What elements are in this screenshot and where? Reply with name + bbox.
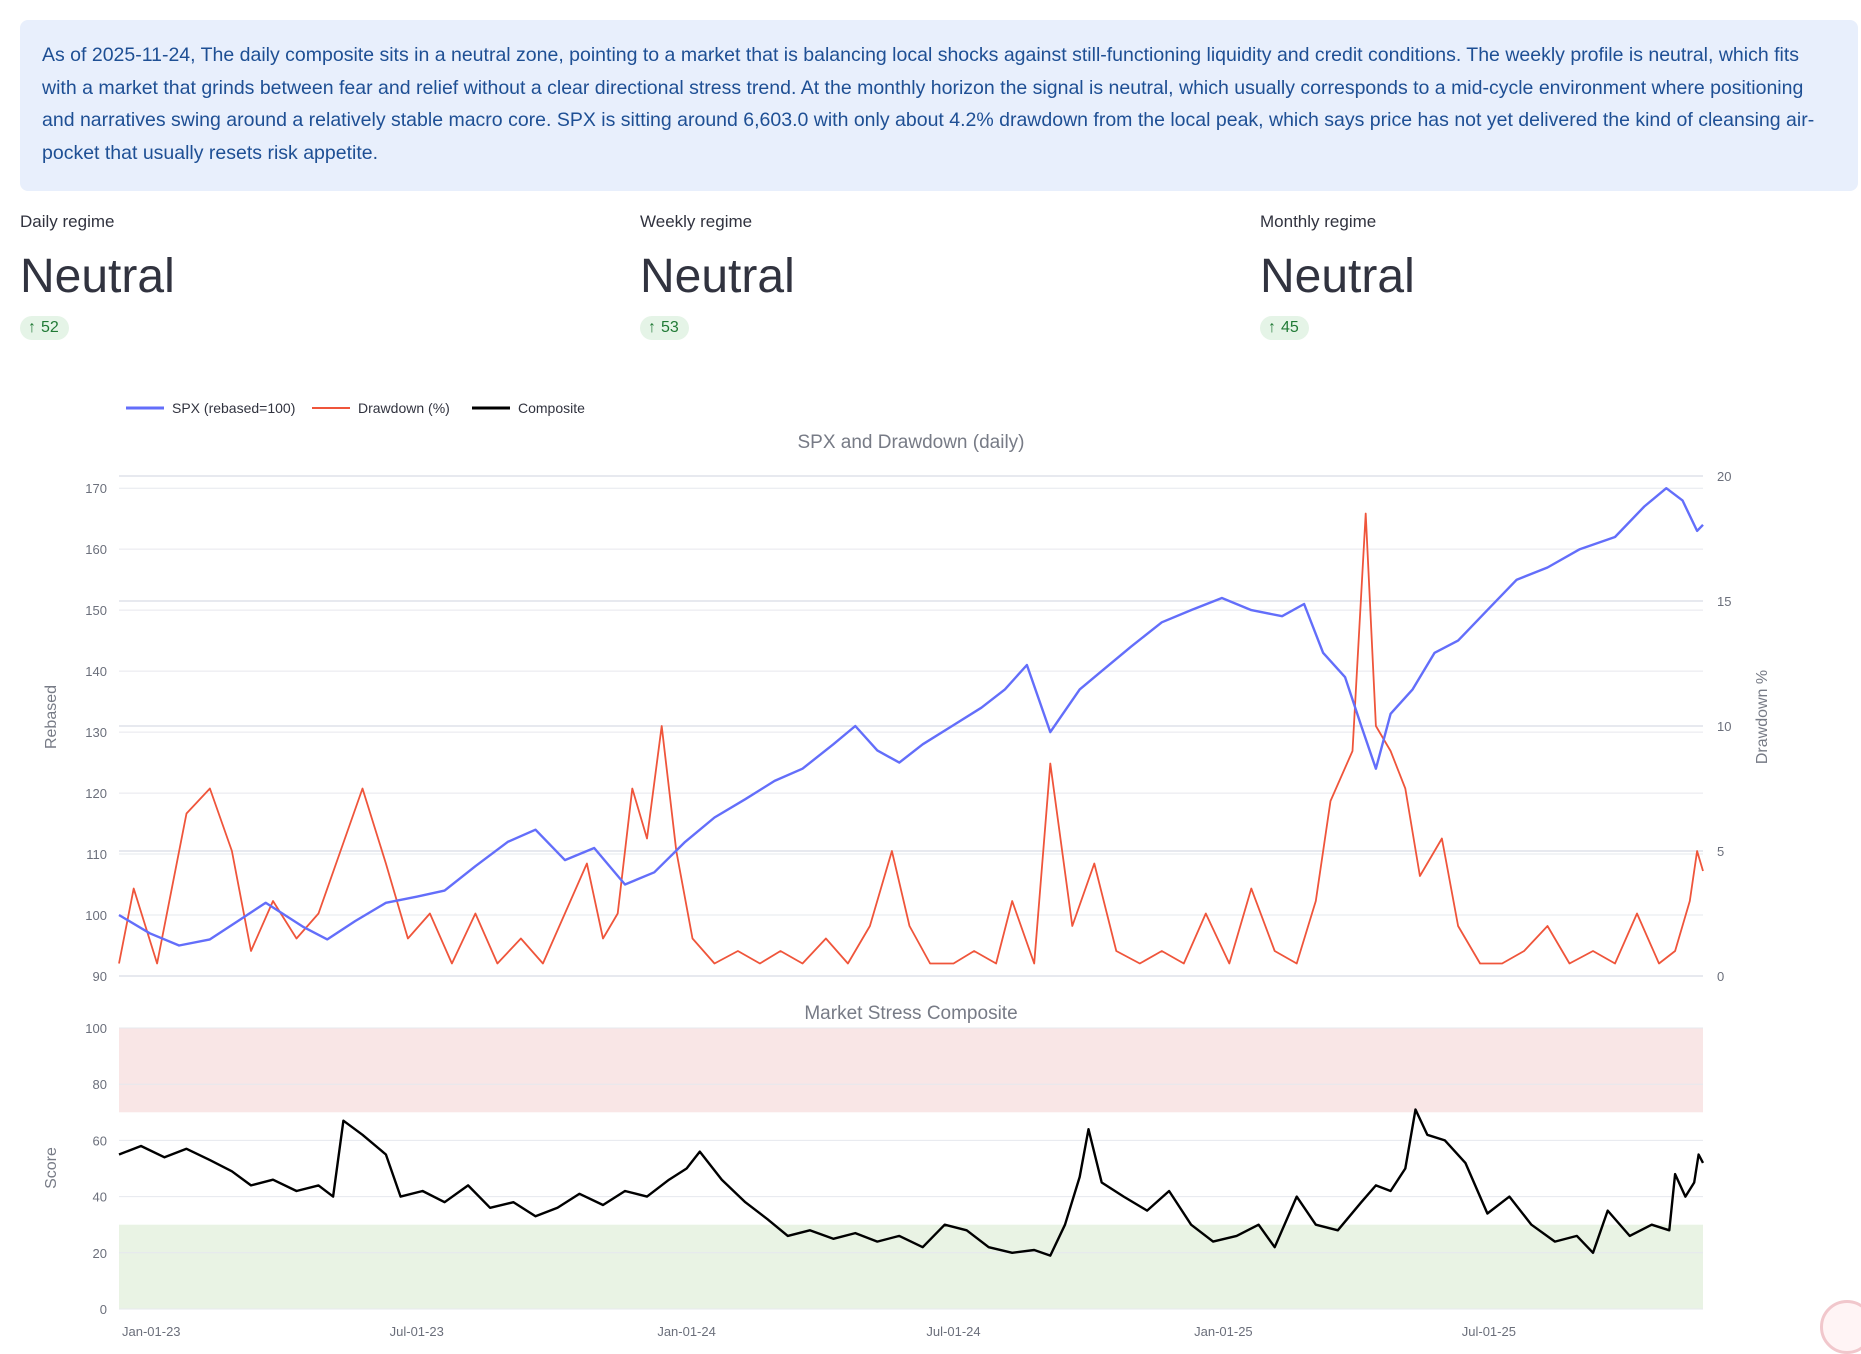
threshold-band [119,1028,1703,1113]
legend-item-spx[interactable]: SPX (rebased=100) [126,400,295,416]
y-tick-label: 110 [86,847,107,862]
top-chart-gridlines [119,475,1703,977]
x-tick-label: Jul-01-25 [1462,1324,1516,1339]
x-tick-label: Jan-01-23 [122,1324,181,1339]
legend-item-drawdown[interactable]: Drawdown (%) [312,400,450,416]
y-tick-label: 160 [85,542,107,557]
y-tick-label: 0 [100,1302,107,1317]
metric-monthly-regime: Monthly regime Neutral ↑ 45 [1260,212,1860,340]
chart-legend[interactable]: SPX (rebased=100) Drawdown (%) Composite [126,400,585,416]
metric-value: Neutral [20,250,175,303]
bottom-chart-title: Market Stress Composite [804,1003,1017,1024]
metric-value: Neutral [1260,250,1415,303]
y-tick-label: 60 [93,1133,107,1148]
bottom-chart-axis-title: Score [43,1147,60,1189]
arrow-up-icon: ↑ [28,319,36,336]
metric-delta-badge: ↑ 53 [640,316,689,340]
y-tick-label: 150 [85,603,107,618]
top-chart-left-axis-ticks: 90 100 110 120 130 140 150 160 170 [85,481,107,984]
metric-delta-value: 52 [41,319,59,336]
y-tick-label: 140 [85,664,107,679]
summary-text: As of 2025-11-24, The daily composite si… [42,44,1815,164]
y-tick-label: 120 [85,786,107,801]
metric-daily-regime: Daily regime Neutral ↑ 52 [20,212,620,340]
y-tick-label: 20 [93,1246,107,1261]
top-chart-right-axis-title: Drawdown % [1754,670,1771,764]
y-tick-label: 40 [93,1190,107,1205]
series-line-composite[interactable] [118,1108,1705,1257]
top-chart-title: SPX and Drawdown (daily) [797,432,1024,453]
y-tick-label: 130 [85,725,107,740]
y2-tick-label: 10 [1717,719,1731,734]
y-tick-label: 170 [85,481,107,496]
bottom-chart-series[interactable] [118,1108,1705,1257]
x-tick-label: Jan-01-24 [657,1324,716,1339]
metric-value: Neutral [640,250,795,303]
y-tick-label: 100 [85,1021,107,1036]
x-axis-ticks: Jan-01-23 Jul-01-23 Jan-01-24 Jul-01-24 Jan-… [122,1324,1516,1339]
top-chart-series[interactable] [118,487,1704,965]
bottom-chart-axis-ticks: 0 20 40 60 80 100 [85,1021,107,1317]
top-chart-right-axis-ticks: 0 5 10 15 20 [1717,469,1731,984]
y2-tick-label: 20 [1717,469,1731,484]
metric-label: Daily regime [20,212,115,231]
metric-delta-value: 45 [1281,319,1299,336]
series-line-spx[interactable] [118,487,1704,947]
y2-tick-label: 5 [1717,844,1724,859]
bottom-chart-bands [119,1028,1703,1309]
threshold-band [119,1224,1703,1309]
series-line-drawdown[interactable] [118,512,1704,965]
x-tick-label: Jul-01-24 [926,1324,980,1339]
y-tick-label: 80 [93,1077,107,1092]
bottom-chart-gridlines [119,1027,1703,1310]
x-tick-label: Jan-01-25 [1194,1324,1253,1339]
x-tick-label: Jul-01-23 [390,1324,444,1339]
metric-delta-badge: ↑ 45 [1260,316,1309,340]
y-tick-label: 100 [85,908,107,923]
metric-delta-value: 53 [661,319,679,336]
legend-item-composite[interactable]: Composite [472,400,585,416]
metric-weekly-regime: Weekly regime Neutral ↑ 53 [640,212,1240,340]
legend-label-drawdown: Drawdown (%) [358,400,450,416]
top-chart-left-axis-title: Rebased [43,685,60,749]
metric-label: Weekly regime [640,212,753,231]
chart-figure[interactable]: SPX (rebased=100) Drawdown (%) Composite… [0,380,1861,1342]
legend-label-spx: SPX (rebased=100) [172,400,295,416]
metric-label: Monthly regime [1260,212,1377,231]
y2-tick-label: 15 [1717,594,1731,609]
y-tick-label: 90 [93,969,107,984]
y2-tick-label: 0 [1717,969,1724,984]
summary-callout: As of 2025-11-24, The daily composite si… [20,20,1858,191]
legend-label-composite: Composite [518,400,585,416]
arrow-up-icon: ↑ [1268,319,1276,336]
status-widget-icon[interactable] [1820,1300,1861,1354]
metric-delta-badge: ↑ 52 [20,316,69,340]
arrow-up-icon: ↑ [648,319,656,336]
